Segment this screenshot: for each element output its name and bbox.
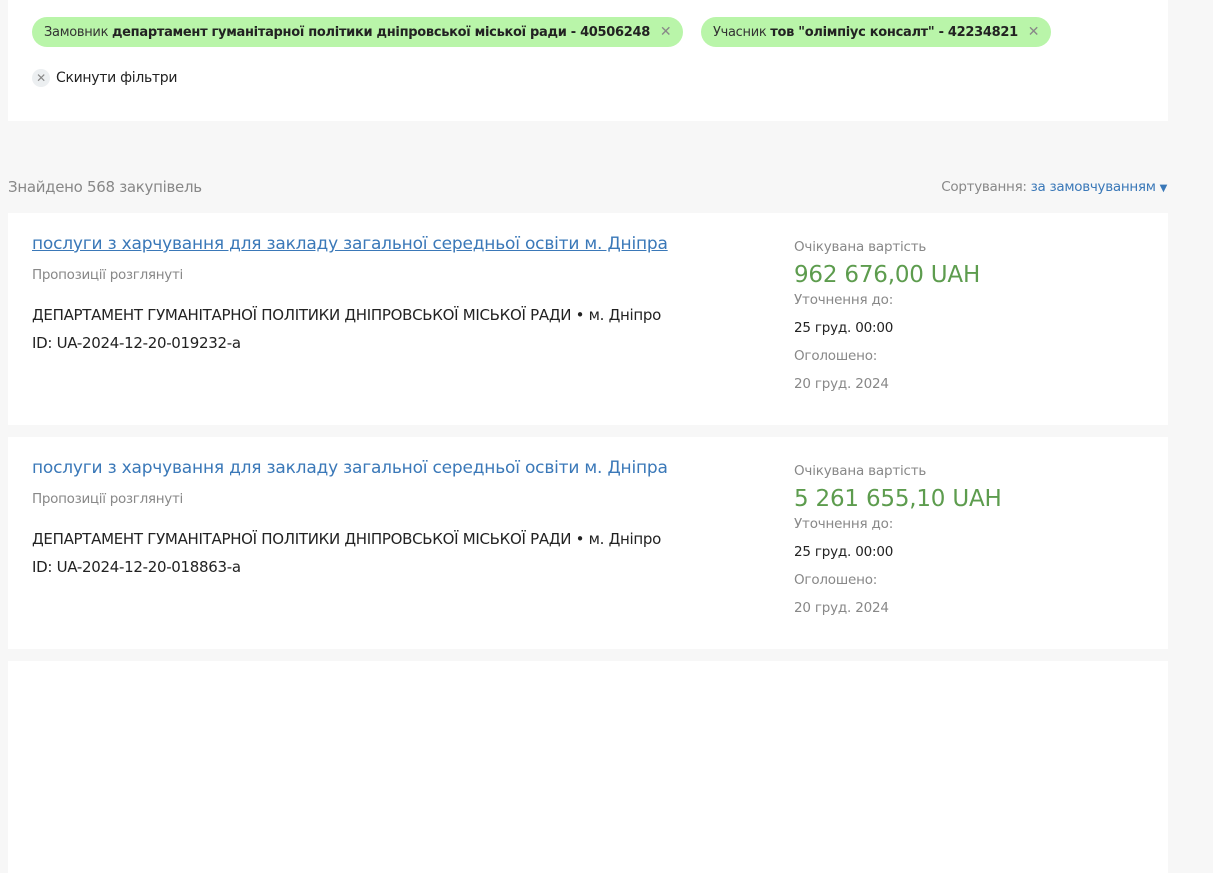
chip-value: департамент гуманітарної політики дніпро… bbox=[111, 25, 651, 40]
announced-date: 20 груд. 2024 bbox=[794, 600, 889, 616]
close-icon[interactable]: ✕ bbox=[659, 24, 672, 40]
filters-panel: Замовник департамент гуманітарної політи… bbox=[8, 0, 1168, 121]
tender-status: Пропозиції розглянуті bbox=[32, 491, 183, 507]
caret-down-icon: ▼ bbox=[1159, 183, 1168, 194]
sort-value: за замовчуванням bbox=[1030, 179, 1156, 195]
tender-id: ID: UA-2024-12-20-019232-a bbox=[32, 334, 241, 352]
tender-card: послуги з харчування для закладу загальн… bbox=[8, 437, 1168, 649]
tender-status: Пропозиції розглянуті bbox=[32, 267, 183, 283]
reset-filters-button[interactable]: ✕ Скинути фільтри bbox=[32, 69, 177, 87]
tender-card bbox=[8, 661, 1168, 873]
chip-value: тов "олімпіус консалт" - 42234821 bbox=[770, 25, 1018, 40]
tender-details: Очікувана вартість 962 676,00 UAH Уточне… bbox=[794, 239, 980, 404]
tender-title-link[interactable]: послуги з харчування для закладу загальн… bbox=[32, 458, 668, 478]
tender-buyer: ДЕПАРТАМЕНТ ГУМАНІТАРНОЇ ПОЛІТИКИ ДНІПРО… bbox=[32, 306, 662, 324]
clarify-label: Уточнення до: bbox=[794, 292, 894, 308]
reset-filters-label: Скинути фільтри bbox=[56, 70, 178, 86]
results-count: Знайдено 568 закупівель bbox=[8, 178, 202, 196]
tender-buyer: ДЕПАРТАМЕНТ ГУМАНІТАРНОЇ ПОЛІТИКИ ДНІПРО… bbox=[32, 530, 662, 548]
clarify-label: Уточнення до: bbox=[794, 516, 894, 532]
sort-label: Сортування: bbox=[941, 179, 1027, 195]
close-icon[interactable]: ✕ bbox=[1027, 24, 1040, 40]
clarify-date: 25 груд. 00:00 bbox=[794, 320, 894, 336]
expected-value-label: Очікувана вартість bbox=[794, 463, 927, 479]
expected-value-label: Очікувана вартість bbox=[794, 239, 927, 255]
filter-chip-buyer[interactable]: Замовник департамент гуманітарної політи… bbox=[32, 17, 684, 47]
sort-control: Сортування: за замовчуванням ▼ bbox=[941, 179, 1167, 195]
tender-card: послуги з харчування для закладу загальн… bbox=[8, 213, 1168, 425]
announced-date: 20 груд. 2024 bbox=[794, 376, 889, 392]
clarify-date: 25 груд. 00:00 bbox=[794, 544, 894, 560]
tender-title-link[interactable]: послуги з харчування для закладу загальн… bbox=[32, 234, 668, 254]
announced-label: Оголошено: bbox=[794, 572, 878, 588]
close-icon: ✕ bbox=[32, 69, 50, 87]
chip-label: Замовник bbox=[44, 25, 109, 40]
sort-dropdown[interactable]: за замовчуванням ▼ bbox=[1030, 179, 1168, 195]
tender-amount: 962 676,00 UAH bbox=[794, 262, 981, 288]
tender-id: ID: UA-2024-12-20-018863-a bbox=[32, 558, 241, 576]
tender-details: Очікувана вартість 5 261 655,10 UAH Уточ… bbox=[794, 463, 1002, 628]
chip-label: Учасник bbox=[713, 25, 767, 40]
announced-label: Оголошено: bbox=[794, 348, 878, 364]
tender-amount: 5 261 655,10 UAH bbox=[794, 486, 1002, 512]
filter-chip-participant[interactable]: Учасник тов "олімпіус консалт" - 4223482… bbox=[701, 17, 1052, 47]
